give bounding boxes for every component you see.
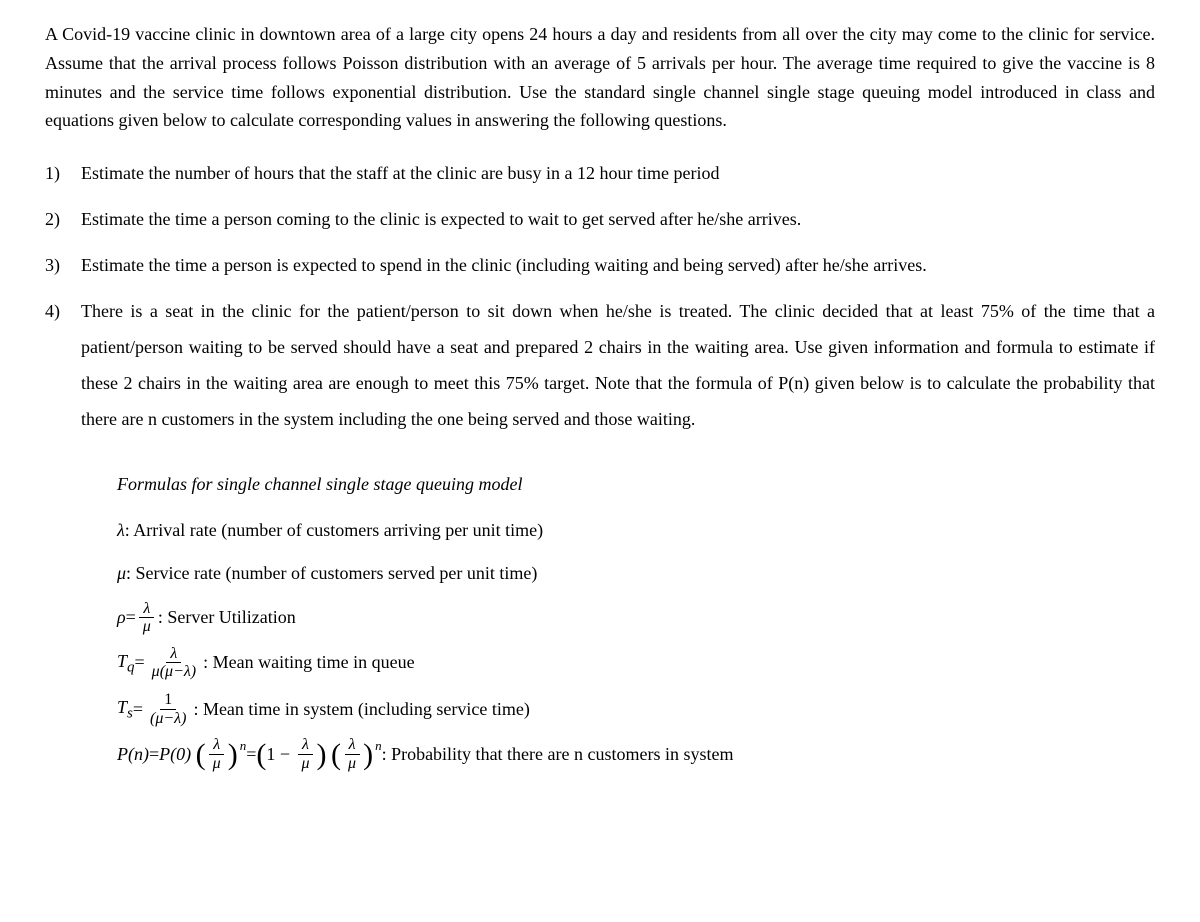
ts-formula: Ts = 1 (μ−λ) : Mean time in system (incl…	[117, 688, 1155, 731]
mu-symbol: μ	[117, 554, 126, 594]
rho-label: : Server Utilization	[158, 598, 296, 638]
fraction-numerator: 1	[160, 691, 176, 710]
question-number: 3)	[45, 247, 81, 283]
tq-fraction: λ μ(μ−λ)	[148, 645, 200, 681]
left-paren: (	[196, 740, 206, 770]
question-list: 1) Estimate the number of hours that the…	[45, 155, 1155, 437]
equals-sign: =	[126, 598, 136, 638]
question-item-2: 2) Estimate the time a person coming to …	[45, 201, 1155, 237]
ts-symbol: Ts	[117, 688, 133, 731]
equals-sign: =	[133, 690, 143, 730]
equals-sign: =	[246, 735, 256, 775]
mu-text: : Service rate (number of customers serv…	[126, 554, 537, 594]
tq-label: : Mean waiting time in queue	[203, 643, 414, 683]
fraction-numerator: λ	[166, 645, 181, 664]
lambda-symbol: λ	[117, 511, 125, 551]
ts-label: : Mean time in system (including service…	[193, 690, 529, 730]
question-text: There is a seat in the clinic for the pa…	[81, 293, 1155, 437]
p0-term: P(0)	[159, 735, 196, 775]
question-text: Estimate the number of hours that the st…	[81, 155, 1155, 191]
lambda-text: : Arrival rate (number of customers arri…	[125, 511, 543, 551]
fraction-numerator: λ	[298, 736, 313, 755]
formulas-title: Formulas for single channel single stage…	[117, 465, 1155, 505]
ts-fraction: 1 (μ−λ)	[146, 691, 190, 727]
right-paren: )	[317, 740, 327, 770]
question-item-4: 4) There is a seat in the clinic for the…	[45, 293, 1155, 437]
equals-sign: =	[135, 643, 145, 683]
right-paren: )	[363, 740, 373, 770]
fraction-numerator: λ	[345, 736, 360, 755]
pn-label: : Probability that there are n customers…	[382, 735, 734, 775]
intro-paragraph: A Covid-19 vaccine clinic in downtown ar…	[45, 20, 1155, 135]
left-paren: (	[256, 740, 266, 770]
question-number: 4)	[45, 293, 81, 437]
question-item-1: 1) Estimate the number of hours that the…	[45, 155, 1155, 191]
fraction-denominator: μ	[298, 755, 314, 773]
one-minus-term: ( 1 − λ μ )	[256, 735, 326, 775]
right-paren: )	[228, 740, 238, 770]
lambda-definition: λ : Arrival rate (number of customers ar…	[117, 511, 1155, 551]
mu-definition: μ : Service rate (number of customers se…	[117, 554, 1155, 594]
left-paren: (	[331, 740, 341, 770]
fraction-numerator: λ	[139, 600, 154, 619]
frac-power-2: ( λ μ ) n	[331, 736, 382, 772]
question-number: 1)	[45, 155, 81, 191]
formulas-section: Formulas for single channel single stage…	[117, 465, 1155, 774]
fraction-denominator: μ(μ−λ)	[148, 663, 200, 681]
tq-symbol: Tq	[117, 642, 135, 685]
question-number: 2)	[45, 201, 81, 237]
rho-fraction: λ μ	[139, 600, 155, 636]
rho-formula: ρ = λ μ : Server Utilization	[117, 598, 1155, 638]
pn-symbol: P(n)	[117, 735, 149, 775]
pn-formula: P(n) = P(0) ( λ μ ) n = ( 1 − λ μ )	[117, 735, 1155, 775]
frac-power-1: ( λ μ ) n	[196, 736, 247, 772]
fraction-denominator: μ	[139, 618, 155, 636]
fraction-denominator: μ	[344, 755, 360, 773]
fraction-denominator: (μ−λ)	[146, 710, 190, 728]
question-text: Estimate the time a person coming to the…	[81, 201, 1155, 237]
fraction-numerator: λ	[209, 736, 224, 755]
equals-sign: =	[149, 735, 159, 775]
rho-symbol: ρ	[117, 598, 126, 638]
tq-formula: Tq = λ μ(μ−λ) : Mean waiting time in que…	[117, 642, 1155, 685]
fraction-denominator: μ	[209, 755, 225, 773]
question-item-3: 3) Estimate the time a person is expecte…	[45, 247, 1155, 283]
question-text: Estimate the time a person is expected t…	[81, 247, 1155, 283]
